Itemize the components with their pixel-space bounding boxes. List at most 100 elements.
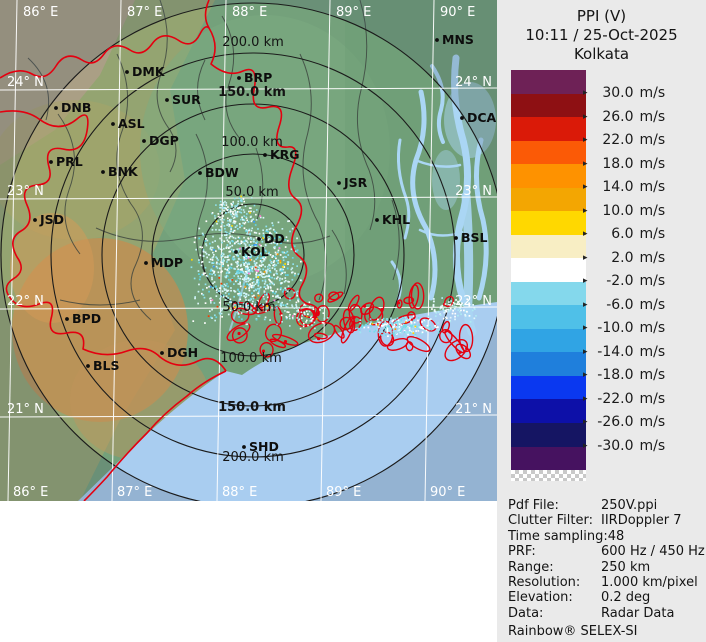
legend-row: ▸ 6.0 m/s — [583, 226, 701, 243]
legend-row: ▸ -14.0 m/s — [583, 343, 701, 360]
colorbar-band — [511, 234, 586, 259]
radar-map: 86° E 86° E 87° E 87° E 88° E 88° E 89° E 89° E… — [0, 0, 506, 508]
info-value: IIRDoppler 7 — [601, 513, 682, 529]
legend-arrow-icon: ▸ — [583, 229, 588, 240]
lon-label-bottom: 86° E — [13, 485, 48, 500]
lon-label-top: 88° E — [232, 5, 267, 20]
legend-arrow-icon: ▸ — [583, 417, 588, 428]
delta-island-dot — [260, 308, 264, 312]
legend-row: ▸ -18.0 m/s — [583, 367, 701, 384]
delta-island-outline — [443, 295, 455, 308]
delta-island-outline — [403, 296, 415, 305]
legend-arrow-icon: ▸ — [583, 111, 588, 122]
ring-distance-label: 150.0 km — [218, 400, 286, 415]
colorbar-nodata-checker — [511, 470, 586, 481]
lon-label-bottom: 90° E — [430, 485, 465, 500]
legend-value: -22.0 — [597, 390, 634, 407]
lat-label-left: 21° N — [7, 402, 44, 417]
legend-arrow-icon: ▸ — [583, 346, 588, 357]
legend-value: 14.0 — [602, 179, 634, 196]
city-label: SHD — [249, 439, 279, 454]
city-marker — [198, 171, 202, 175]
legend-value: -30.0 — [597, 438, 634, 454]
city-label: DGP — [149, 133, 179, 148]
grid-meridian — [111, 0, 122, 502]
range-ring — [151, 153, 355, 357]
legend-value: 18.0 — [602, 155, 634, 172]
info-value: Radar Data — [601, 605, 675, 621]
ring-distance-label: 100.0 km — [221, 135, 283, 150]
delta-islands-layer — [226, 282, 474, 362]
lon-label-top: 87° E — [127, 5, 162, 20]
info-row: Clutter Filter: IIRDoppler 7 — [508, 513, 700, 528]
legend-row: ▸ 22.0 m/s — [583, 132, 701, 149]
city-label: JSR — [343, 175, 368, 190]
colorbar-band — [511, 422, 586, 447]
grid-meridian — [424, 0, 435, 502]
colorbar-band — [511, 70, 586, 94]
delta-island-dot — [352, 315, 356, 319]
info-label: Time sampling: — [508, 528, 608, 544]
legend-row: ▸ 26.0 m/s — [583, 108, 701, 125]
city-label: KOL — [241, 244, 269, 259]
delta-island-outline — [419, 317, 437, 332]
radar-echoes-layer — [190, 195, 477, 338]
delta-island-dot — [237, 331, 241, 336]
city-label: BSL — [461, 230, 488, 245]
colorbar-band — [511, 375, 586, 400]
delta-island-outline — [386, 337, 409, 351]
ring-distance-label: 150.0 km — [218, 85, 286, 100]
software-brand: Rainbow® SELEX-SI — [508, 624, 638, 640]
info-label: Clutter Filter: — [508, 513, 593, 529]
lat-label-right: 23° N — [455, 184, 492, 199]
delta-island-dot — [362, 304, 367, 308]
colorbar-band — [511, 352, 586, 376]
info-value: 600 Hz / 450 Hz — [601, 544, 705, 560]
legend-unit: m/s — [639, 249, 666, 266]
info-value: 48 — [607, 528, 625, 544]
delta-island-outline — [328, 291, 340, 301]
legend-value: 2.0 — [611, 249, 634, 266]
city-marker — [144, 261, 148, 265]
velocity-colorbar — [511, 70, 586, 471]
city-label: DCA — [467, 110, 497, 125]
city-marker — [234, 250, 238, 254]
out-of-range-shade — [0, 0, 505, 507]
city-label: BNK — [108, 164, 139, 179]
info-value: 1.000 km/pixel — [601, 575, 698, 591]
info-row: Range: 250 km — [508, 560, 700, 575]
delta-island-dot — [283, 340, 288, 344]
red-borders — [0, 0, 311, 502]
legend-value: -2.0 — [606, 273, 634, 290]
city-marker — [375, 218, 379, 222]
legend-row: ▸ 30.0 m/s — [583, 85, 701, 102]
delta-island-outline — [441, 320, 451, 334]
delta-island-outline — [230, 307, 250, 324]
legend-unit: m/s — [639, 108, 666, 125]
legend-row: ▸ 2.0 m/s — [583, 249, 701, 266]
colorbar-band — [511, 399, 586, 423]
legend-row: ▸ 14.0 m/s — [583, 179, 701, 196]
legend-value: 30.0 — [602, 85, 634, 101]
city-label: PRL — [56, 154, 83, 169]
delta-island-outline — [231, 327, 248, 344]
delta-island-outline — [348, 303, 363, 324]
delta-island-outline — [406, 335, 431, 353]
product-datetime: 10:11 / 25-Oct-2025 — [525, 26, 678, 44]
legend-arrow-icon: ▸ — [583, 158, 588, 169]
delta-island-dot — [317, 337, 321, 341]
city-marker — [111, 122, 115, 126]
legend-arrow-icon: ▸ — [583, 299, 588, 310]
info-row: Data: Radar Data — [508, 606, 700, 621]
lat-label-right: 22° N — [455, 294, 492, 309]
colorbar-band — [511, 93, 586, 118]
legend-value: -10.0 — [597, 320, 634, 337]
legend-unit: m/s — [639, 155, 666, 172]
city-marker — [65, 317, 69, 321]
range-ring — [50, 52, 456, 458]
city-label: JSD — [39, 212, 64, 227]
lon-label-bottom: 87° E — [117, 485, 152, 500]
legend-row: ▸ -6.0 m/s — [583, 296, 701, 313]
lat-label-left: 24° N — [7, 75, 44, 90]
